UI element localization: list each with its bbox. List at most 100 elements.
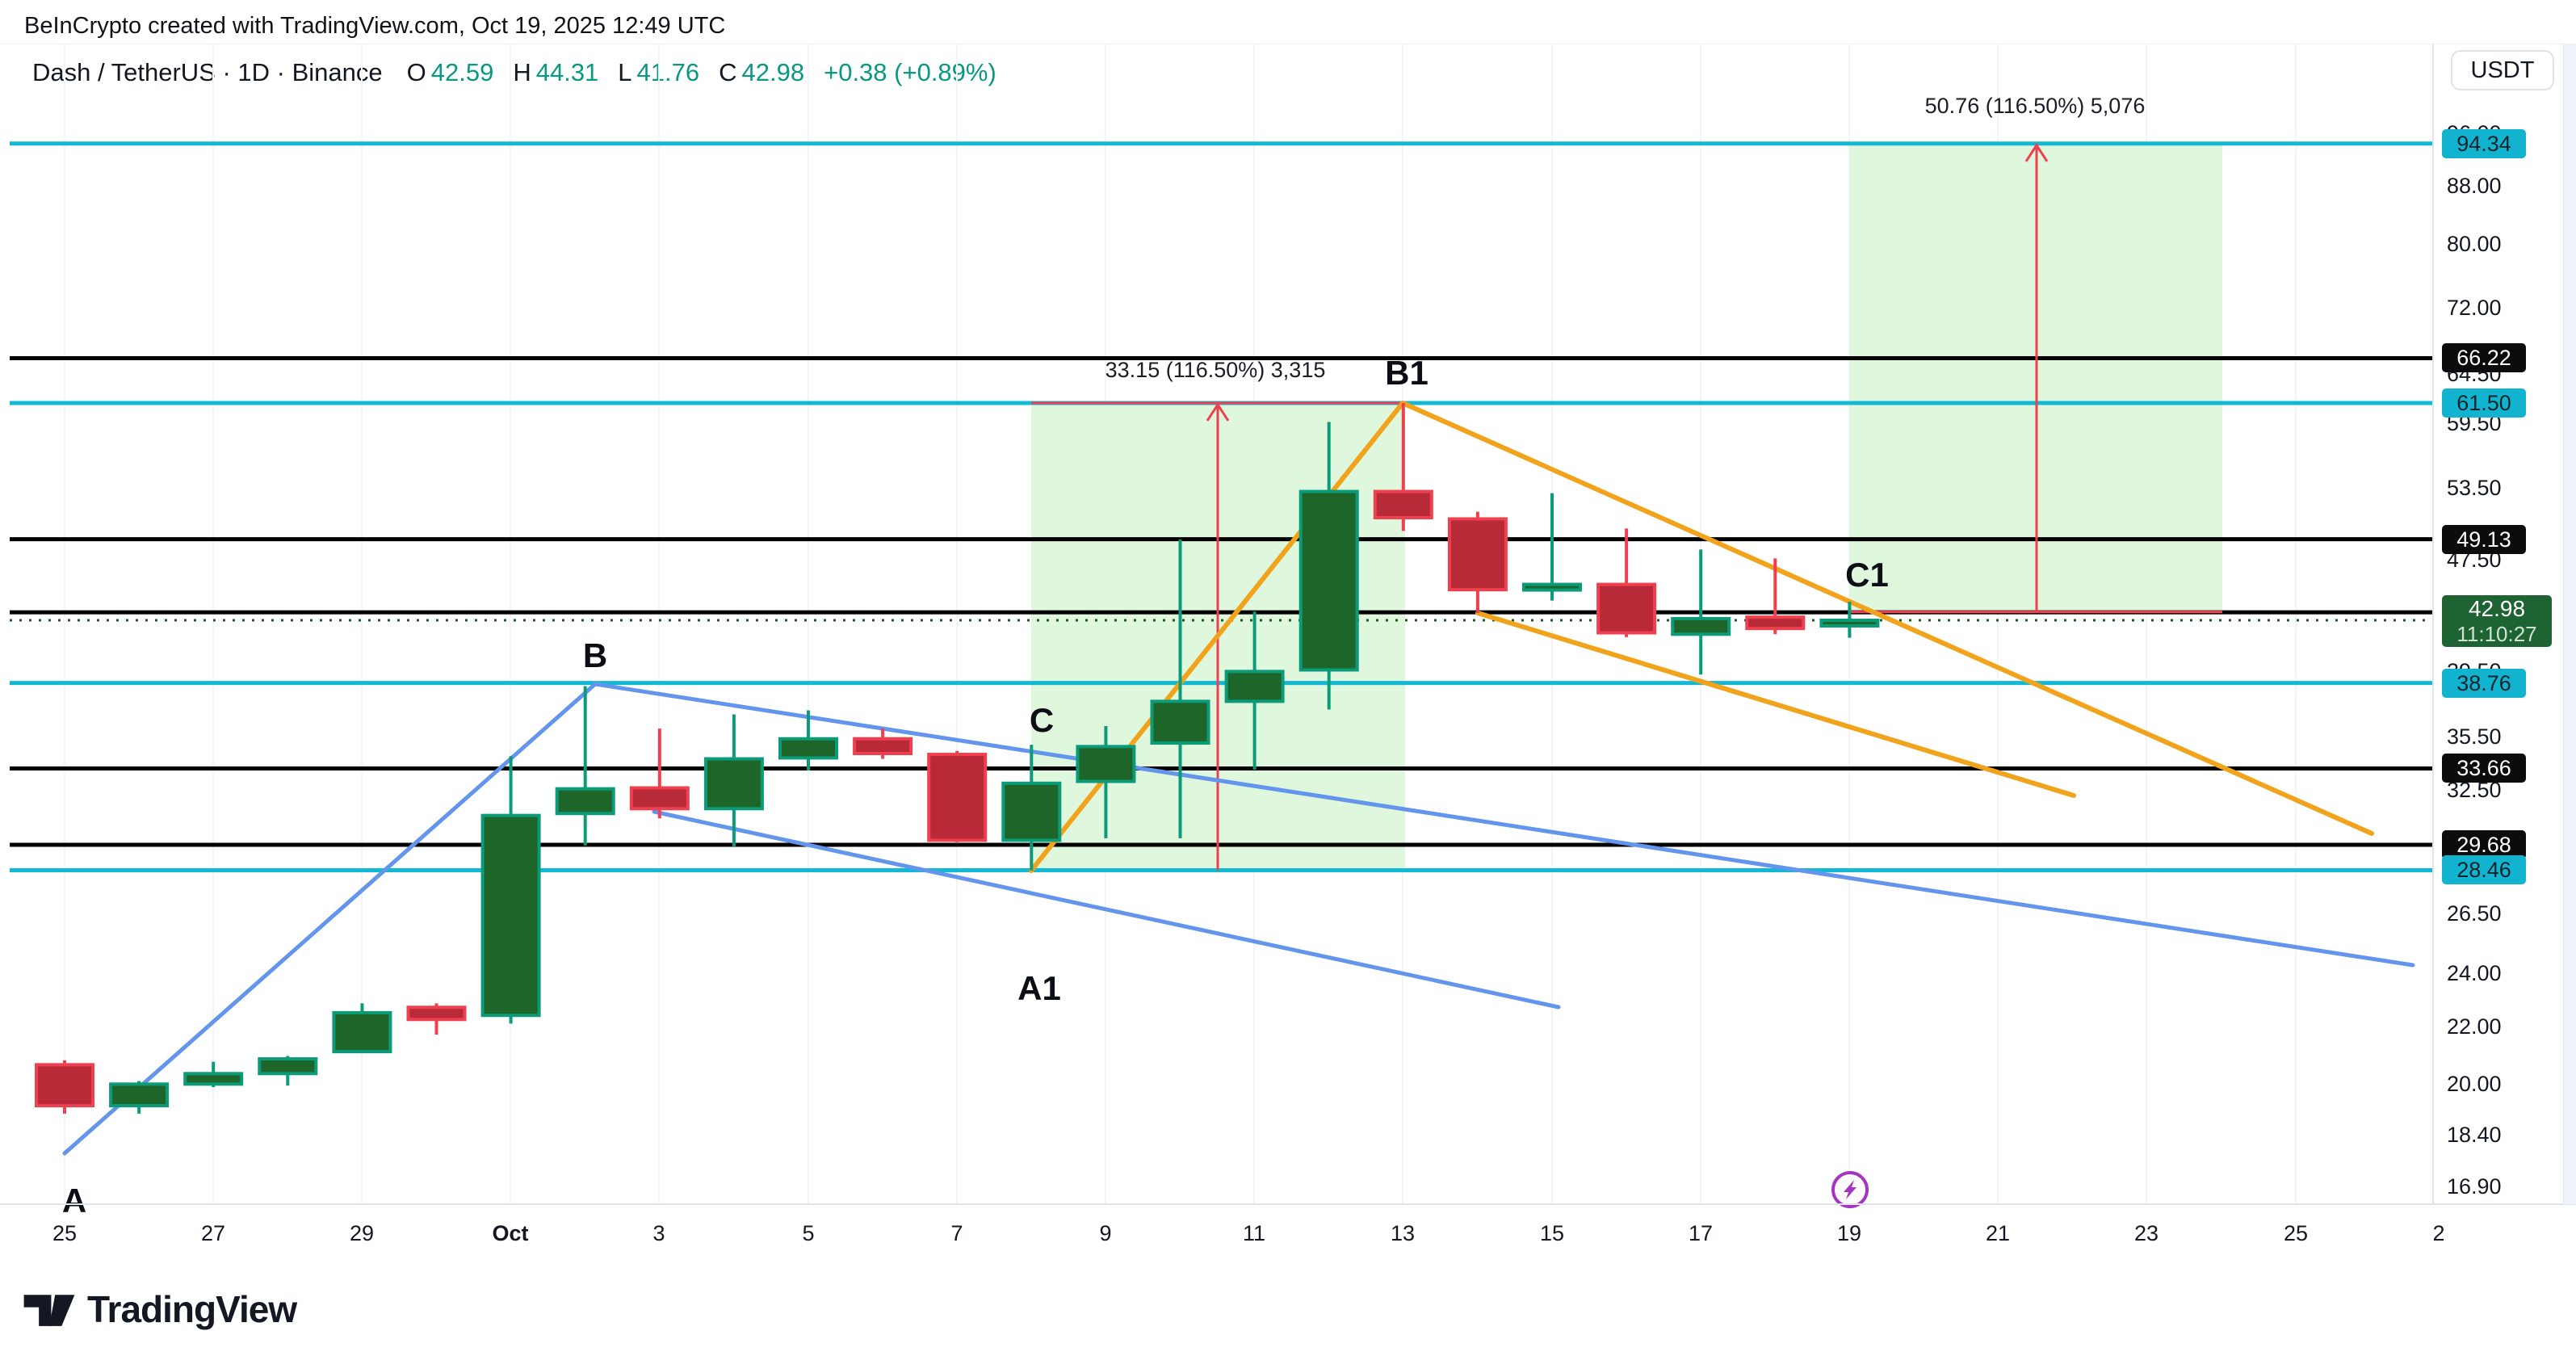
candle-body-Sep-30 [406,1006,467,1022]
time-tick-29: 29 [349,1221,375,1245]
candle-body-Oct-6 [853,737,913,755]
time-tick-25: 25 [2283,1221,2309,1245]
current-price-value: 42.98 [2468,595,2526,621]
price-label-28.46: 28.46 [2442,855,2526,885]
time-tick-Oct: Oct [492,1221,529,1245]
candle-body-Oct-13 [1373,489,1433,520]
price-tick-35.50: 35.50 [2447,724,2502,749]
symbol-info-bar: Dash / TetherUS · 1D · Binance O 42.59 H 44.… [32,58,996,87]
tradingview-logo-text: TradingView [87,1288,297,1330]
wave-label-B1[interactable]: B1 [1385,354,1429,392]
symbol-bar-segment-6: 41.76 [636,58,700,86]
price-label-33.66: 33.66 [2442,754,2526,783]
candle-body-Oct-10 [1150,699,1210,745]
symbol-bar-segment-7: C [719,58,737,86]
price-label-38.76: 38.76 [2442,668,2526,698]
price-tick-16.90: 16.90 [2447,1174,2502,1199]
wave-label-B[interactable]: B [582,636,608,674]
candle-body-Oct-16 [1596,582,1657,635]
time-tick-21: 21 [1985,1221,2011,1245]
time-tick-9: 9 [1099,1221,1112,1245]
price-tick-53.50: 53.50 [2447,475,2502,500]
candle-body-Oct-18 [1745,615,1806,631]
price-label-29.68: 29.68 [2442,829,2526,859]
candle-countdown: 11:10:27 [2456,621,2537,646]
candle-body-Oct-17 [1671,616,1731,636]
time-tick-23: 23 [2133,1221,2159,1245]
candle-body-Sep-28 [258,1057,318,1076]
candle-body-Oct-2 [555,787,615,816]
fib-arrow-head-2 [2024,143,2049,162]
price-label-49.13: 49.13 [2442,524,2526,554]
symbol-bar-segment-5: L [618,58,632,86]
candle-body-Sep-25 [35,1063,94,1108]
trendline-B1-descending-lower[interactable] [1475,611,2076,798]
time-tick-13: 13 [1390,1221,1416,1245]
price-tick-26.50: 26.50 [2447,901,2502,926]
price-label-61.50: 61.50 [2442,388,2526,418]
axis-right-band [2563,44,2576,1204]
price-tick-80.00: 80.00 [2447,231,2502,256]
attribution-header: BeInCrypto created with TradingView.com,… [24,13,726,39]
candle-body-Oct-1 [480,813,541,1018]
fib-extension-label-2: 50.76 (116.50%) 5,076 [1924,94,2146,118]
candle-body-Oct-8 [1001,781,1062,842]
candle-body-Oct-7 [927,753,988,842]
price-axis-divider [2432,44,2434,1204]
symbol-bar-segment-4: 44.31 [535,58,599,86]
trendline-C-to-B1[interactable] [1029,401,1405,873]
wave-label-A[interactable]: A [61,1182,87,1220]
tradingview-logo[interactable]: TradingView [23,1286,297,1333]
symbol-bar-segment-0: Dash / TetherUS · 1D · Binance [32,58,383,86]
wave-label-C1[interactable]: C1 [1845,556,1889,594]
candle-body-Oct-14 [1447,517,1508,592]
price-tick-22.00: 22.00 [2447,1014,2502,1039]
symbol-bar-segment-9: +0.38 (+0.89%) [824,58,996,86]
time-tick-15: 15 [1539,1221,1565,1245]
symbol-bar-segment-1: O [406,58,426,86]
candle-body-Oct-9 [1076,745,1136,783]
trendline-A-to-B[interactable] [62,682,598,1156]
time-tick-7: 7 [950,1221,963,1245]
candle-body-Oct-4 [703,757,764,811]
time-tick-11: 11 [1242,1221,1266,1245]
price-tick-72.00: 72.00 [2447,295,2502,320]
candle-body-Oct-19 [1819,618,1880,628]
candle-body-Oct-12 [1298,489,1359,672]
symbol-bar-segment-3: H [513,58,531,86]
fib-arrow-head-1 [1206,402,1230,422]
tradingview-logo-mark [23,1295,75,1326]
price-tick-88.00: 88.00 [2447,174,2502,198]
time-tick-3: 3 [652,1221,665,1245]
time-tick-17: 17 [1688,1221,1714,1245]
time-tick-19: 19 [1836,1221,1862,1245]
time-tick-27: 27 [200,1221,226,1245]
price-tick-24.00: 24.00 [2447,961,2502,986]
time-tick-2: 2 [2432,1221,2445,1245]
lightning-event-icon[interactable] [1827,1167,1873,1212]
candle-body-Oct-3 [629,786,690,811]
current-price-label: 42.98 11:10:27 [2442,594,2552,647]
trendline-B-descending[interactable] [593,682,2415,968]
price-label-66.22: 66.22 [2442,343,2526,373]
price-tick-18.40: 18.40 [2447,1122,2502,1147]
currency-toggle-button[interactable]: USDT [2451,50,2554,90]
symbol-bar-segment-8: 42.98 [741,58,805,86]
wave-label-A1[interactable]: A1 [1017,969,1061,1007]
time-tick-5: 5 [802,1221,815,1245]
price-tick-20.00: 20.00 [2447,1072,2502,1097]
trendline-B1-descending-upper[interactable] [1400,401,2374,836]
symbol-bar-segment-2: 42.59 [430,58,494,86]
candle-body-Oct-5 [778,737,838,760]
time-axis-divider [0,1203,2576,1205]
candle-body-Oct-15 [1522,582,1582,592]
fib-extension-label-1: 33.15 (116.50%) 3,315 [1105,358,1326,382]
lightning-bolt-icon [1844,1180,1856,1199]
candle-body-Sep-29 [332,1010,392,1054]
trendline-A1-descending[interactable] [652,809,1561,1010]
candle-body-Oct-11 [1224,670,1285,703]
candle-body-Sep-26 [109,1082,170,1108]
wave-label-C[interactable]: C [1029,701,1055,739]
